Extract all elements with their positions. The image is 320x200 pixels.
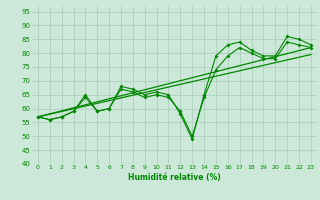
X-axis label: Humidité relative (%): Humidité relative (%) xyxy=(128,173,221,182)
